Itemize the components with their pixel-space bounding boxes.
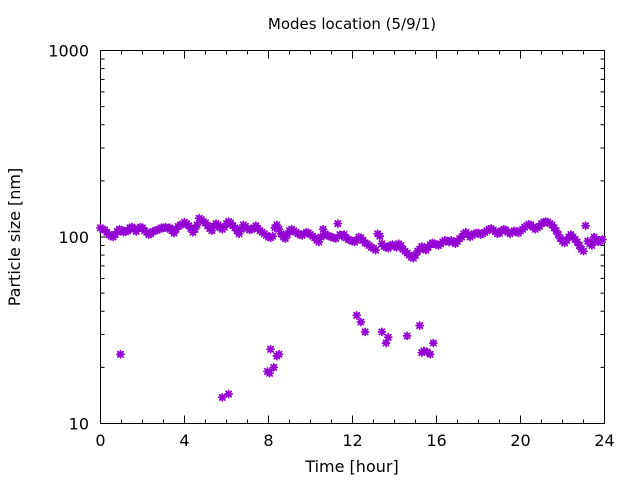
data-point [265,368,274,378]
data-point [360,327,370,337]
data-point [352,310,362,320]
x-tick-label: 0 [95,431,105,450]
x-tick-label: 24 [594,431,614,450]
data-point [217,393,227,402]
data-point [274,349,284,359]
x-tick-label: 16 [426,431,446,450]
data-point [425,349,435,359]
data-point [116,349,125,359]
data-point [415,321,425,330]
data-point [377,327,387,337]
chart-title: Modes location (5/9/1) [268,15,436,33]
data-point [428,338,438,348]
data-point [356,317,366,327]
data-point [402,331,412,341]
data-point [333,219,343,228]
x-tick-label: 20 [510,431,530,450]
data-point [224,389,234,399]
x-tick-label: 4 [179,431,189,450]
x-tick-labels: 0 4 8 12 16 20 24 [95,431,614,450]
y-tick-label: 10 [69,415,89,434]
x-axis-label: Time [hour] [304,457,398,476]
data-point [581,221,590,231]
data-point [371,245,381,255]
data-point [383,332,393,342]
data-point [331,234,341,244]
data-point [579,246,588,256]
y-tick-label: 100 [58,228,89,247]
x-tick-label: 12 [342,431,362,450]
axis-ticks [100,50,605,424]
data-point [587,241,597,250]
data-point [269,362,279,372]
y-axis-label: Particle size [nm] [5,168,24,307]
y-tick-labels: 10 100 1000 [48,42,89,434]
data-point [598,235,607,244]
data-point [192,220,202,230]
x-tick-label: 8 [263,431,273,450]
data-point [375,231,385,241]
data-point [266,344,276,354]
y-tick-label: 1000 [48,42,89,61]
data-point [268,231,278,241]
scatter-points [96,213,607,402]
